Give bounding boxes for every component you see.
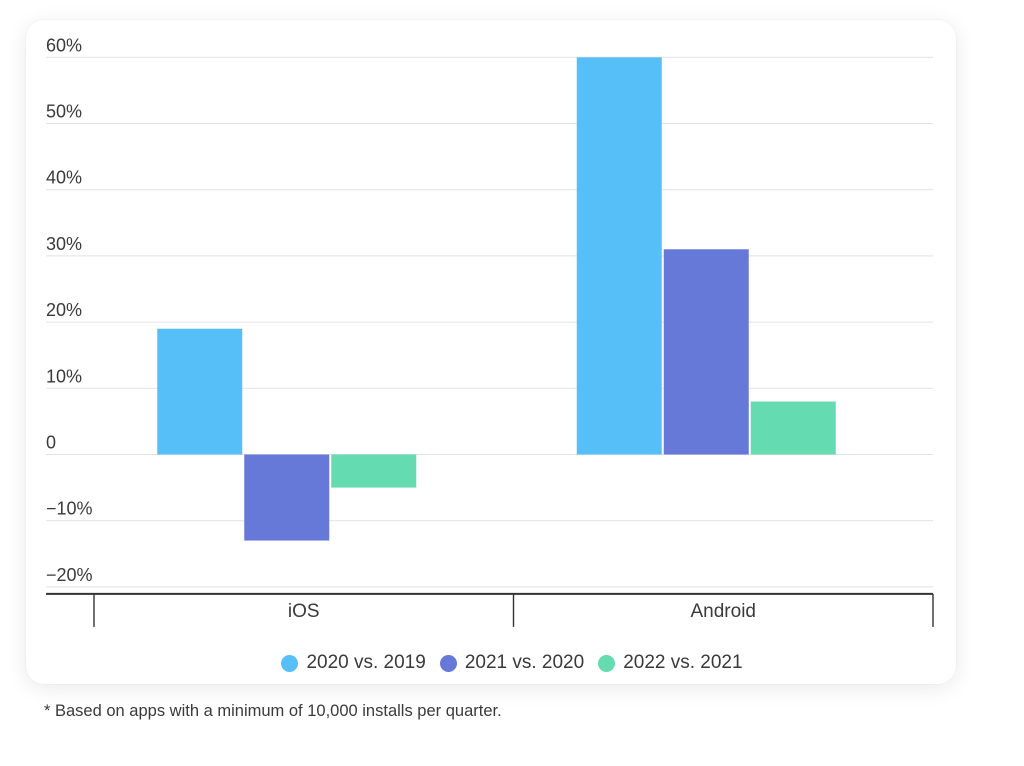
legend-label: 2020 vs. 2019	[306, 652, 426, 673]
y-tick-label: −10%	[46, 499, 93, 519]
y-tick-label: 50%	[46, 102, 82, 122]
legend-swatch	[439, 654, 457, 672]
bar-android-series-3	[750, 401, 836, 455]
bar-ios-series-3	[331, 454, 417, 488]
y-tick-label: 20%	[46, 300, 82, 320]
legend-swatch	[598, 654, 616, 672]
legend-item-series-2: 2021 vs. 2020	[439, 652, 585, 674]
bar-android-series-2	[663, 249, 749, 455]
legend-label: 2021 vs. 2020	[464, 652, 585, 673]
bar-chart: 60% 50% 40% 30% 20% 10% 0 −10% −20% iOS Android	[46, 35, 934, 627]
y-tick-label: 30%	[46, 234, 82, 254]
legend-item-series-1: 2020 vs. 2019	[281, 652, 426, 674]
legend-swatch	[281, 654, 299, 672]
bar-ios-series-1	[157, 328, 243, 455]
chart-legend: 2020 vs. 2019 2021 vs. 2020 2022 vs. 202…	[0, 652, 1024, 674]
x-category-label: Android	[691, 601, 757, 622]
y-tick-label: −20%	[46, 565, 93, 585]
bar-android-series-1	[576, 57, 662, 455]
legend-item-series-3: 2022 vs. 2021	[598, 652, 743, 674]
x-category-label: iOS	[288, 601, 320, 622]
bar-ios-series-2	[244, 454, 330, 541]
y-tick-label: 0	[46, 433, 56, 453]
y-tick-label: 40%	[46, 168, 82, 188]
footnote: * Based on apps with a minimum of 10,000…	[44, 702, 502, 720]
legend-label: 2022 vs. 2021	[623, 652, 743, 673]
y-tick-label: 60%	[46, 35, 82, 55]
y-tick-label: 10%	[46, 366, 82, 386]
